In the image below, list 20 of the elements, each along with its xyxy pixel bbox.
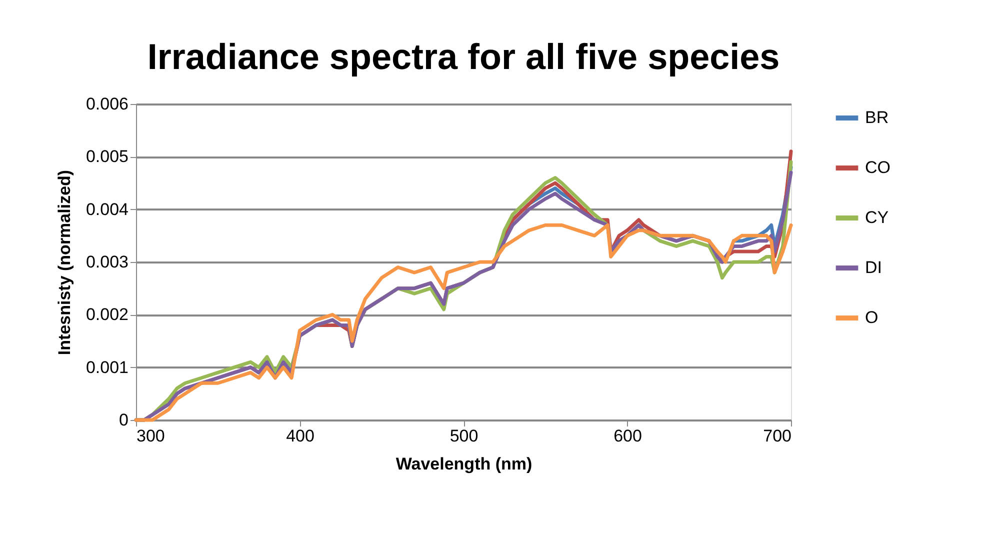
y-axis-title: Intesnisty (normalized)	[54, 170, 74, 356]
x-tick-label: 700	[763, 426, 792, 446]
legend-label: CY	[865, 208, 889, 227]
y-tick-label: 0.003	[86, 252, 128, 272]
legend-label: O	[865, 308, 878, 327]
legend-label: CO	[865, 158, 890, 177]
chart-title: Irradiance spectra for all five species	[147, 36, 780, 77]
y-tick-label: 0	[119, 410, 128, 430]
x-tick-label: 500	[450, 426, 478, 446]
legend-label: DI	[865, 258, 882, 277]
y-tick-label: 0.004	[86, 200, 128, 219]
y-tick-label: 0.002	[86, 305, 128, 324]
x-axis-title: Wavelength (nm)	[396, 454, 532, 474]
legend-label: BR	[865, 108, 889, 127]
y-tick-label: 0.005	[86, 147, 128, 166]
x-tick-label: 400	[286, 426, 314, 446]
y-tick-label: 0.006	[86, 94, 128, 114]
y-tick-label: 0.001	[86, 358, 128, 377]
x-tick-label: 300	[136, 426, 165, 446]
x-tick-label: 600	[614, 426, 642, 446]
